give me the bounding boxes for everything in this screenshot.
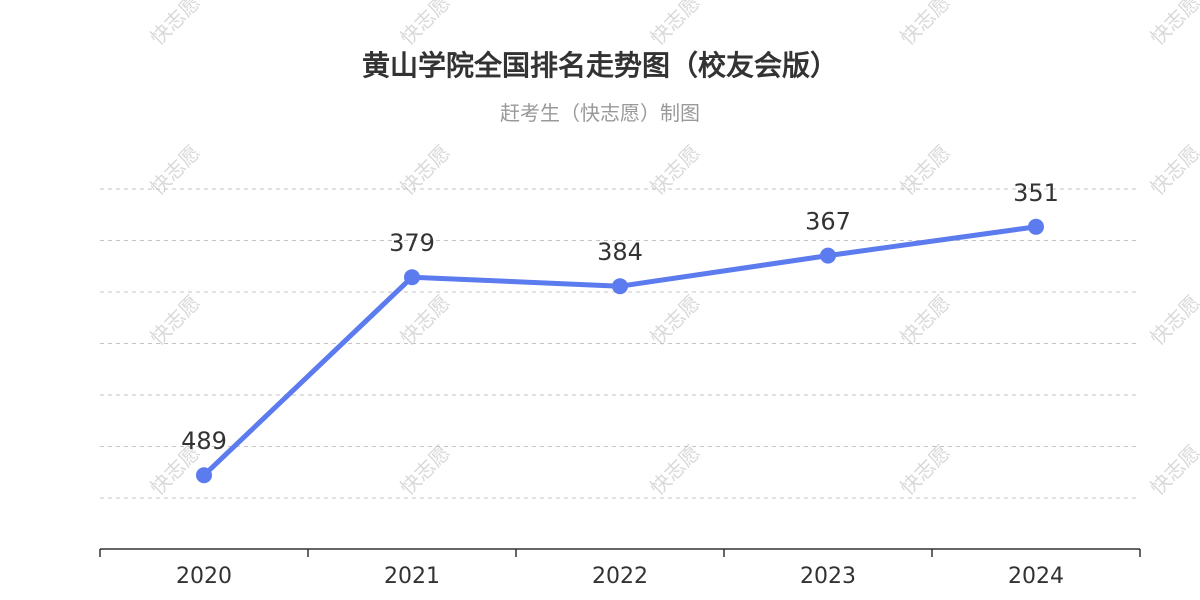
- series-layer: 489 379 384 367 351: [181, 179, 1059, 484]
- watermark-text: 快志愿: [645, 290, 704, 349]
- data-label: 379: [389, 229, 435, 257]
- watermark-text: 快志愿: [395, 140, 454, 199]
- watermark-text: 快志愿: [145, 0, 204, 50]
- watermark-text: 快志愿: [645, 140, 704, 199]
- watermark-text: 快志愿: [895, 440, 954, 499]
- watermark-text: 快志愿: [1145, 290, 1200, 349]
- data-label: 489: [181, 427, 227, 455]
- x-tick-label: 2024: [1008, 564, 1064, 589]
- watermark-text: 快志愿: [895, 140, 954, 199]
- grid-lines: [100, 188, 1140, 499]
- chart-subtitle: 赶考生（快志愿）制图: [500, 101, 700, 125]
- data-label: 367: [805, 208, 851, 236]
- watermark-text: 快志愿: [395, 440, 454, 499]
- x-tick-label: 2022: [592, 564, 648, 589]
- watermark-text: 快志愿: [145, 140, 204, 199]
- watermark-text: 快志愿: [1145, 440, 1200, 499]
- watermark-text: 快志愿: [1145, 0, 1200, 50]
- data-point: [820, 247, 836, 264]
- watermark-text: 快志愿: [395, 0, 454, 50]
- x-tick-label: 2023: [800, 564, 856, 589]
- data-point: [404, 269, 420, 286]
- chart-title: 黄山学院全国排名走势图（校友会版）: [362, 49, 838, 82]
- data-label: 384: [597, 238, 643, 266]
- data-label: 351: [1013, 179, 1059, 207]
- watermark-text: 快志愿: [895, 290, 954, 349]
- data-point: [1028, 218, 1044, 235]
- x-tick-label: 2021: [384, 564, 440, 589]
- watermark-text: 快志愿: [1145, 140, 1200, 199]
- data-point: [196, 467, 212, 484]
- watermark-text: 快志愿: [145, 290, 204, 349]
- watermark-text: 快志愿: [645, 440, 704, 499]
- watermark-text: 快志愿: [895, 0, 954, 50]
- x-tick-label: 2020: [176, 564, 232, 589]
- data-point: [612, 278, 628, 295]
- watermark-text: 快志愿: [395, 290, 454, 349]
- watermark-text: 快志愿: [645, 0, 704, 50]
- x-axis: 2020 2021 2022 2023 2024: [99, 548, 1141, 589]
